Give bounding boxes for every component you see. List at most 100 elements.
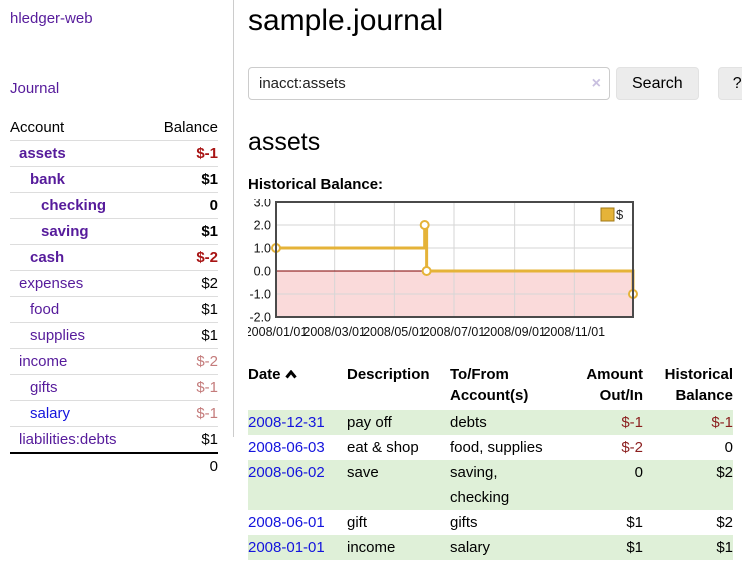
transaction-balance: $2 (716, 514, 733, 531)
account-link-bank[interactable]: bank (30, 171, 66, 188)
svg-text:$: $ (616, 207, 624, 222)
transaction-accounts: food, supplies (450, 439, 543, 456)
register-table: Date Description To/From Account(s) Amou… (248, 362, 733, 560)
svg-text:3.0: 3.0 (254, 199, 271, 210)
svg-text:0.0: 0.0 (254, 265, 271, 279)
register-header-amount: Amount Out/In (586, 366, 643, 404)
transaction-date-link[interactable]: 2008-12-31 (248, 414, 325, 431)
transaction-date-link[interactable]: 2008-01-01 (248, 539, 325, 556)
transaction-accounts: debts (450, 410, 572, 435)
account-link-expenses[interactable]: expenses (19, 275, 84, 292)
account-link-liabilities-debts[interactable]: liabilities:debts (19, 431, 117, 448)
sort-ascending-icon (284, 364, 297, 385)
account-link-gifts[interactable]: gifts (30, 379, 58, 396)
account-link-income[interactable]: income (19, 353, 68, 370)
account-balance: $1 (147, 218, 218, 245)
svg-text:1.0: 1.0 (254, 242, 271, 256)
register-row[interactable]: 2008-01-01 income salary $1 $1 (248, 535, 733, 560)
sidebar-divider (233, 0, 234, 437)
sidebar-item-journal[interactable]: Journal (10, 80, 60, 97)
account-link-salary[interactable]: salary (30, 405, 71, 422)
transaction-balance: $2 (643, 460, 733, 510)
transaction-balance: $-1 (643, 410, 733, 435)
svg-text:2008/03/01: 2008/03/01 (303, 325, 366, 339)
account-row: saving $1 (10, 218, 218, 245)
account-link-saving[interactable]: saving (41, 223, 89, 240)
register-row[interactable]: 2008-12-31 pay off debts $-1 $-1 (248, 410, 733, 435)
app-brand-link[interactable]: hledger-web (10, 10, 93, 27)
accounts-table: Account Balance assets $-1 bank $1 checking 0… (10, 115, 218, 479)
transaction-accounts: saving, checking (450, 460, 572, 510)
transaction-date-link[interactable]: 2008-06-01 (248, 514, 325, 531)
transaction-balance: 0 (724, 439, 733, 456)
page: hledger-web Journal Account Balance asse… (0, 0, 742, 560)
transaction-amount: 0 (572, 460, 643, 510)
account-row: supplies $1 (10, 322, 218, 349)
search-button[interactable]: Search (616, 67, 699, 100)
register-header-balance: Historical Balance (664, 366, 733, 404)
account-row: assets $-1 (10, 140, 218, 167)
register-row[interactable]: 2008-06-02 save saving, checking 0 $2 (248, 460, 733, 510)
account-balance: $-1 (147, 374, 218, 401)
account-link-checking[interactable]: checking (41, 197, 107, 214)
transaction-amount: $-2 (621, 439, 643, 456)
svg-text:-1.0: -1.0 (249, 288, 271, 302)
transaction-amount: $-1 (572, 410, 643, 435)
register-header-description: Description (347, 366, 430, 383)
transaction-accounts: salary (450, 535, 572, 560)
transaction-description: gift (347, 514, 368, 531)
account-row: gifts $-1 (10, 374, 218, 401)
register-header-row: Date Description To/From Account(s) Amou… (248, 362, 733, 410)
chart-label: Historical Balance: (248, 176, 384, 193)
svg-text:2008/07/01: 2008/07/01 (423, 325, 486, 339)
register-row[interactable]: 2008-06-01 gift gifts $1 $2 (248, 510, 733, 535)
account-balance: $-2 (147, 244, 218, 271)
transaction-description: eat & shop (347, 439, 419, 456)
svg-text:2008/09/01: 2008/09/01 (483, 325, 546, 339)
account-title: assets (248, 128, 321, 156)
account-link-assets[interactable]: assets (19, 145, 66, 162)
account-row: bank $1 (10, 166, 218, 193)
svg-text:2008/05/01: 2008/05/01 (363, 325, 426, 339)
account-row: expenses $2 (10, 270, 218, 297)
account-balance: $1 (147, 166, 218, 193)
transaction-accounts: gifts (450, 514, 478, 531)
accounts-total-row: 0 (10, 453, 218, 479)
register-header-date[interactable]: Date (248, 362, 347, 410)
transaction-amount: $1 (572, 535, 643, 560)
account-row: food $1 (10, 296, 218, 323)
account-row: cash $-2 (10, 244, 218, 271)
account-link-supplies[interactable]: supplies (30, 327, 86, 344)
register-header-accounts: To/From Account(s) (450, 366, 529, 404)
account-balance: 0 (147, 192, 218, 219)
transaction-description: income (347, 535, 450, 560)
svg-text:-2.0: -2.0 (249, 311, 271, 325)
svg-text:2008/01/01: 2008/01/01 (248, 325, 307, 339)
account-row: income $-2 (10, 348, 218, 375)
search-bar: × Search ? (248, 67, 742, 100)
search-input[interactable] (248, 67, 610, 100)
account-row: salary $-1 (10, 400, 218, 427)
clear-search-icon[interactable]: × (591, 75, 601, 92)
transaction-date-link[interactable]: 2008-06-03 (248, 439, 325, 456)
account-link-cash[interactable]: cash (30, 249, 65, 266)
page-title: sample.journal (248, 4, 444, 37)
transaction-amount: $1 (626, 514, 643, 531)
account-row: liabilities:debts $1 (10, 426, 218, 454)
transaction-balance: $1 (643, 535, 733, 560)
account-balance: $-1 (147, 140, 218, 167)
svg-text:2008/11/01: 2008/11/01 (543, 325, 605, 339)
help-button[interactable]: ? (717, 67, 742, 100)
transaction-date-link[interactable]: 2008-06-02 (248, 464, 325, 481)
transaction-description: save (347, 460, 450, 510)
register-row[interactable]: 2008-06-03 eat & shop food, supplies $-2 0 (248, 435, 733, 460)
main-content: sample.journal × Search ? assets Histori… (233, 0, 742, 560)
sidebar: hledger-web Journal Account Balance asse… (0, 0, 233, 560)
svg-text:2.0: 2.0 (254, 219, 271, 233)
account-balance: $1 (147, 296, 218, 323)
account-balance: $-1 (147, 400, 218, 427)
accounts-total-value: 0 (209, 458, 218, 475)
transaction-description: pay off (347, 410, 450, 435)
account-link-food[interactable]: food (30, 301, 60, 318)
account-balance: $1 (147, 426, 218, 454)
